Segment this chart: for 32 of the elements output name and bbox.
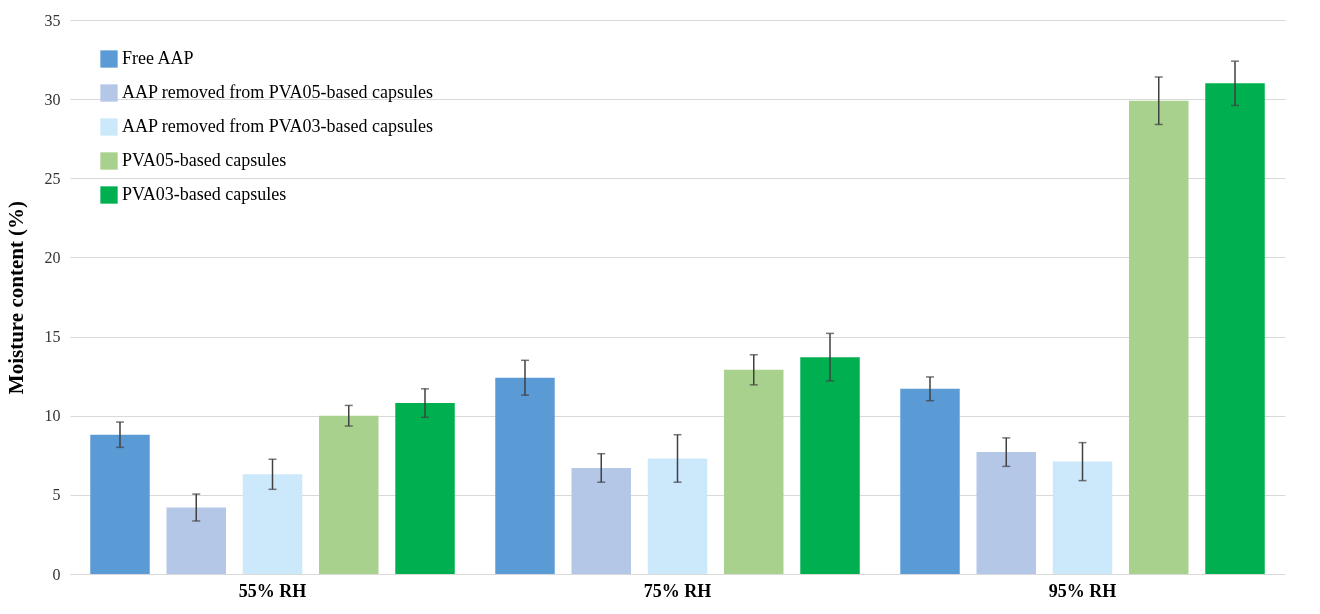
bar [647, 458, 708, 574]
x-tick-label: 55% RH [238, 580, 307, 601]
y-tick-label: 35 [44, 11, 61, 29]
y-tick-label: 30 [44, 90, 61, 108]
y-tick-label: 0 [52, 565, 61, 583]
bar [976, 452, 1036, 574]
bar [900, 388, 960, 574]
legend-label: Free AAP [122, 48, 194, 68]
bar [495, 377, 555, 574]
bar [1205, 83, 1265, 574]
legend-label: AAP removed from PVA05-based capsules [122, 82, 433, 102]
bar [1129, 100, 1189, 574]
x-tick-label: 75% RH [643, 580, 712, 601]
bar [90, 434, 150, 574]
bar [319, 415, 379, 574]
bar [242, 474, 303, 574]
bar [166, 507, 226, 574]
y-tick-label: 10 [44, 407, 61, 425]
legend-label: PVA03-based capsules [122, 184, 287, 204]
bar [724, 369, 784, 574]
legend-label: PVA05-based capsules [122, 150, 287, 170]
bar [800, 357, 860, 574]
bar [395, 403, 455, 574]
bar [571, 467, 631, 574]
y-tick-label: 20 [44, 248, 61, 266]
y-tick-label: 5 [52, 486, 61, 504]
bar [1052, 461, 1113, 574]
x-tick-label: 95% RH [1048, 580, 1117, 601]
y-axis-title: Moisture content (%) [3, 200, 28, 395]
y-tick-label: 25 [44, 169, 61, 187]
legend-label: AAP removed from PVA03-based capsules [122, 116, 433, 136]
y-tick-label: 15 [44, 328, 61, 346]
